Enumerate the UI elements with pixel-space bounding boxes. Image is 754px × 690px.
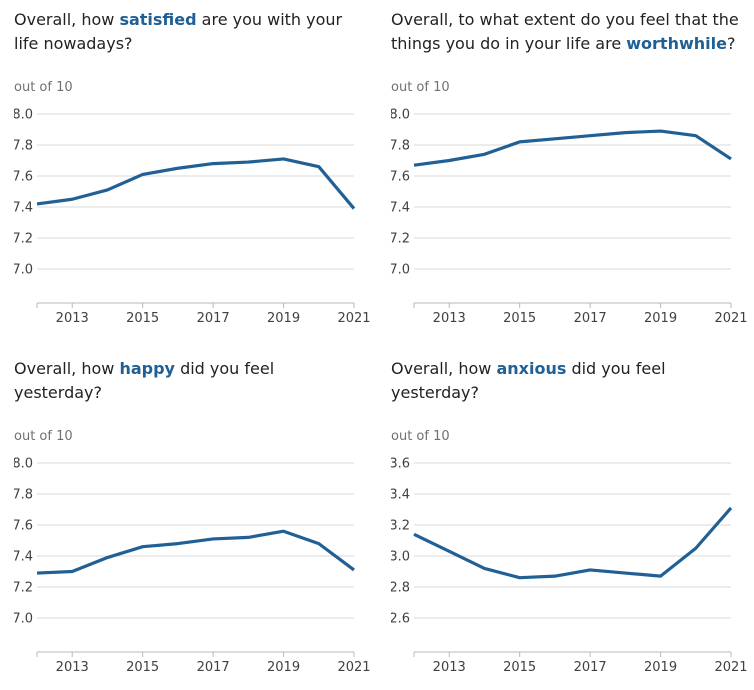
chart-title-line: yesterday? <box>391 381 751 405</box>
chart-title-line: life nowadays? <box>14 32 374 56</box>
y-axis-label: 3.0 <box>391 550 410 565</box>
line-chart: 8.0 7.8 7.6 7.4 7.2 7.0 2013 2015 2017 2019 2021 <box>14 457 371 676</box>
chart-title: Overall, to what extent do you feel that… <box>391 8 751 56</box>
chart-title-line: Overall, how happy did you feel <box>14 357 374 381</box>
x-axis-label: 2013 <box>56 311 89 326</box>
title-keyword: worthwhile <box>626 34 727 53</box>
chart-life-satisfaction: Overall, how satisfied are you with your… <box>0 0 377 349</box>
data-line <box>413 506 733 580</box>
x-axis-label: 2017 <box>574 660 607 675</box>
title-keyword: satisfied <box>119 10 197 29</box>
x-axis-label: 2021 <box>714 311 747 326</box>
x-axis-label: 2013 <box>433 311 466 326</box>
title-text: life nowadays? <box>14 34 133 53</box>
chart-title-line: Overall, to what extent do you feel that… <box>391 8 751 32</box>
y-axis-label: 7.0 <box>391 263 410 278</box>
chart-title: Overall, how happy did you feel yesterday… <box>14 357 374 405</box>
title-text: Overall, how <box>391 359 497 378</box>
title-text: are you with your <box>196 10 343 29</box>
chart-title-line: Overall, how satisfied are you with your <box>14 8 374 32</box>
y-axis-label: 3.2 <box>391 519 410 534</box>
y-axis-label: 7.6 <box>14 519 33 534</box>
x-axis-label: 2013 <box>433 660 466 675</box>
chart-worthwhile: Overall, to what extent do you feel that… <box>377 0 754 349</box>
x-axis-label: 2017 <box>197 311 230 326</box>
data-line <box>36 529 355 575</box>
unit-label: out of 10 <box>391 429 450 444</box>
chart-title-line: Overall, how anxious did you feel <box>391 357 751 381</box>
title-text: ? <box>726 34 736 53</box>
chart-title-line: yesterday? <box>14 381 374 405</box>
y-axis-label: 7.4 <box>391 201 410 216</box>
y-axis-label: 7.8 <box>391 139 410 154</box>
title-text: did you feel <box>566 359 666 378</box>
x-axis-label: 2015 <box>126 660 159 675</box>
title-text: Overall, how <box>14 10 120 29</box>
y-axis-label: 8.0 <box>391 108 410 123</box>
y-axis-label: 7.8 <box>14 488 33 503</box>
y-axis-label: 7.2 <box>14 581 33 596</box>
x-axis-label: 2015 <box>503 311 536 326</box>
unit-label: out of 10 <box>391 80 450 95</box>
line-chart: 8.0 7.8 7.6 7.4 7.2 7.0 2013 2015 2017 2019 2021 <box>14 108 371 327</box>
unit-label: out of 10 <box>14 80 73 95</box>
x-axis-label: 2013 <box>56 660 89 675</box>
title-text: Overall, how <box>14 359 120 378</box>
line-chart: 8.0 7.8 7.6 7.4 7.2 7.0 2013 2015 2017 2019 2021 <box>391 108 748 327</box>
chart-happiness: Overall, how happy did you feel yesterday… <box>0 349 377 690</box>
chart-title-line: things you do in your life are worthwhil… <box>391 32 751 56</box>
y-axis-label: 7.4 <box>14 201 33 216</box>
x-axis-label: 2021 <box>337 660 370 675</box>
title-text: things you do in your life are <box>391 34 627 53</box>
x-axis-label: 2019 <box>267 660 300 675</box>
y-axis-label: 3.6 <box>391 457 410 472</box>
line-chart: 3.6 3.4 3.2 3.0 2.8 2.6 2013 2015 2017 2019 2021 <box>391 457 748 676</box>
y-axis-label: 7.0 <box>14 263 33 278</box>
y-axis-label: 7.8 <box>14 139 33 154</box>
x-axis-label: 2021 <box>337 311 370 326</box>
y-axis-label: 7.6 <box>391 170 410 185</box>
y-axis-label: 2.8 <box>391 581 410 596</box>
x-axis-label: 2015 <box>503 660 536 675</box>
unit-label: out of 10 <box>14 429 73 444</box>
data-line <box>36 157 356 210</box>
title-keyword: anxious <box>496 359 567 378</box>
chart-title: Overall, how anxious did you feel yesterd… <box>391 357 751 405</box>
y-axis-label: 7.4 <box>14 550 33 565</box>
y-axis-label: 7.2 <box>14 232 33 247</box>
x-axis-label: 2017 <box>574 311 607 326</box>
y-axis-label: 8.0 <box>14 108 33 123</box>
title-keyword: happy <box>119 359 175 378</box>
data-line <box>413 129 732 167</box>
x-axis-label: 2021 <box>714 660 747 675</box>
y-axis-label: 8.0 <box>14 457 33 472</box>
x-axis-label: 2019 <box>644 660 677 675</box>
y-axis-label: 7.2 <box>391 232 410 247</box>
y-axis-label: 2.6 <box>391 612 410 627</box>
y-axis-label: 7.0 <box>14 612 33 627</box>
title-text: yesterday? <box>391 383 479 402</box>
title-text: yesterday? <box>14 383 102 402</box>
x-axis-label: 2019 <box>267 311 300 326</box>
title-text: Overall, to what extent do you feel that… <box>391 10 739 29</box>
y-axis-label: 7.6 <box>14 170 33 185</box>
x-axis-label: 2017 <box>197 660 230 675</box>
title-text: did you feel <box>174 359 275 378</box>
x-axis-label: 2019 <box>644 311 677 326</box>
chart-anxiety: Overall, how anxious did you feel yesterd… <box>377 349 754 690</box>
y-axis-label: 3.4 <box>391 488 410 503</box>
chart-title: Overall, how satisfied are you with your… <box>14 8 374 56</box>
x-axis-label: 2015 <box>126 311 159 326</box>
